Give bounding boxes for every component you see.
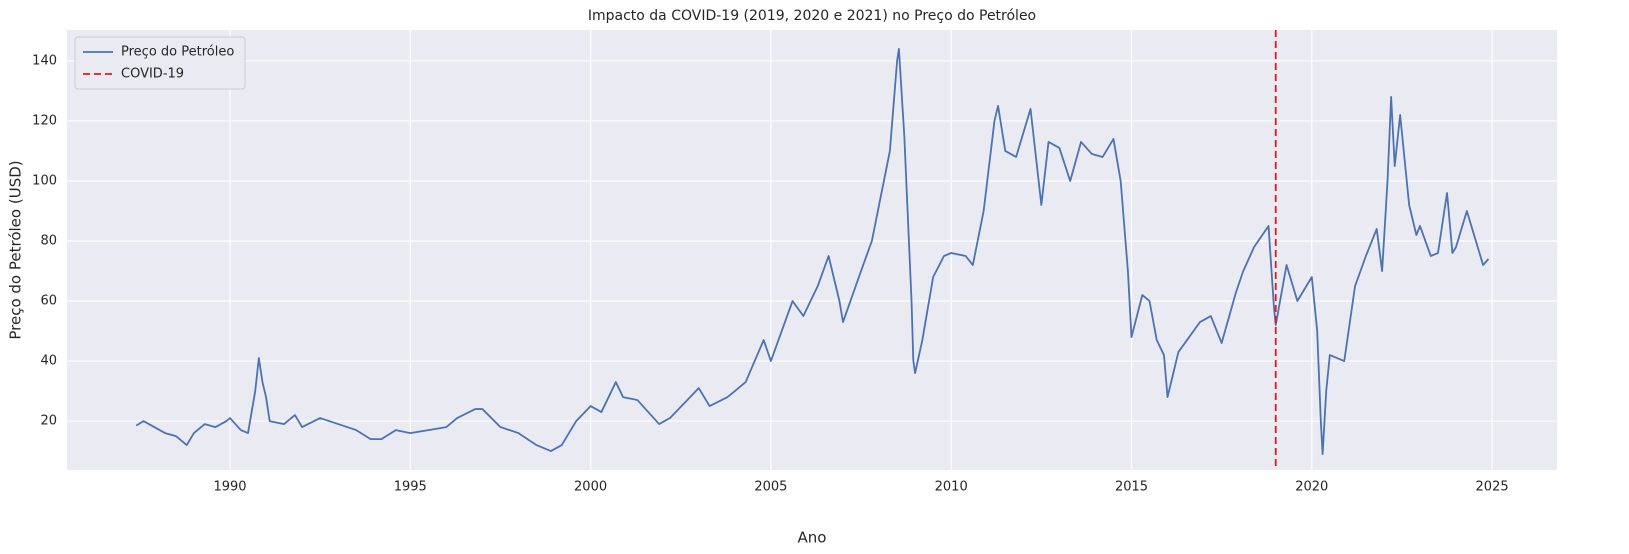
x-tick-label: 2000 [574,480,607,495]
legend-box [74,36,246,90]
chart-title: Impacto da COVID-19 (2019, 2020 e 2021) … [588,8,1036,24]
legend-label: Preço do Petróleo [121,45,234,60]
line-series [135,48,1490,455]
x-tick-label: 2010 [935,480,968,495]
y-tick-label: 20 [40,414,57,429]
y-tick-label: 40 [40,354,57,369]
x-tick-label: 2020 [1295,480,1328,495]
x-tick-label: 2005 [754,480,787,495]
legend-label: COVID-19 [121,67,184,82]
y-tick-label: 80 [40,233,57,248]
y-axis-label: Preço do Petróleo (USD) [7,160,25,339]
y-tick-label: 140 [32,53,57,68]
x-axis-label: Ano [798,529,827,547]
plot-area [67,30,1557,470]
y-tick-label: 60 [40,294,57,309]
y-tick-label: 100 [32,173,57,188]
y-tick-label: 120 [32,113,57,128]
x-tick-label: 2025 [1476,480,1509,495]
x-tick-label: 2015 [1115,480,1148,495]
x-tick-label: 1990 [213,480,246,495]
x-tick-label: 1995 [394,480,427,495]
